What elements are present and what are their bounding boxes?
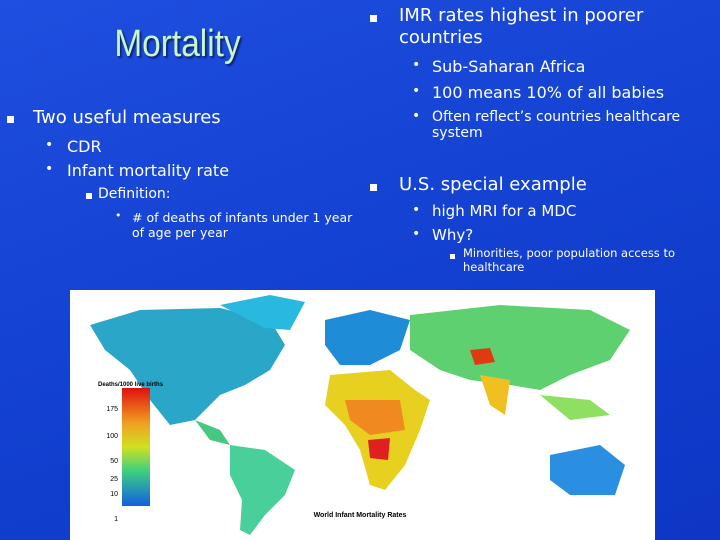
legend-tick-label: 50 [110, 458, 118, 465]
legend-bar [122, 388, 150, 506]
angola [368, 438, 390, 460]
list-item: Sub-Saharan Africa [432, 57, 586, 76]
list-item: 100 means 10% of all babies [432, 83, 665, 102]
legend-tick-label: 25 [110, 476, 118, 483]
heading: IMR rates highest in poorer countries [399, 5, 644, 48]
slide-title: Mortality [114, 23, 241, 65]
bullet [370, 15, 377, 22]
bullet [7, 116, 14, 123]
heading: Two useful measures [33, 107, 221, 128]
list-item: high MRI for a MDC [432, 202, 577, 220]
list-item: # of deaths of infants under 1 year of a… [132, 210, 353, 240]
bullet [370, 184, 377, 191]
world-map: Deaths/1000 live births World Infant Mor… [70, 290, 655, 540]
bullet: • [412, 83, 421, 99]
bullet: • [45, 137, 54, 153]
europe [325, 310, 410, 365]
list-item: Why? [432, 226, 474, 244]
australia [550, 445, 625, 495]
list-item: Definition: [98, 186, 171, 202]
india [480, 375, 510, 415]
north-america [90, 308, 285, 425]
bullet [450, 254, 455, 259]
legend-tick-label: 100 [106, 433, 118, 440]
bullet: • [412, 226, 421, 242]
bullet: • [412, 202, 421, 218]
bullet: • [412, 108, 421, 124]
list-item: CDR [67, 137, 102, 156]
bullet [86, 193, 92, 199]
bullet: • [412, 57, 421, 73]
southeast-asia [540, 395, 610, 420]
greenland [220, 295, 305, 330]
map-caption: World Infant Mortality Rates [314, 512, 407, 519]
afghanistan [470, 348, 495, 365]
asia [410, 305, 630, 390]
heading: U.S. special example [399, 174, 587, 195]
legend-tick-label: 10 [110, 491, 118, 498]
list-item: Infant mortality rate [67, 161, 230, 180]
legend-tick-label: 175 [106, 406, 118, 413]
legend-title: Deaths/1000 live births [98, 382, 164, 388]
bullet: • [45, 161, 54, 177]
list-item: Often reflect’s countries healthcare sys… [432, 109, 681, 142]
bullet: • [115, 209, 122, 222]
legend-tick-label: 1 [114, 516, 118, 523]
sub-saharan-africa [345, 400, 405, 435]
south-america [230, 445, 295, 535]
list-item: Minorities, poor population access to he… [463, 246, 676, 275]
central-america [195, 420, 230, 445]
